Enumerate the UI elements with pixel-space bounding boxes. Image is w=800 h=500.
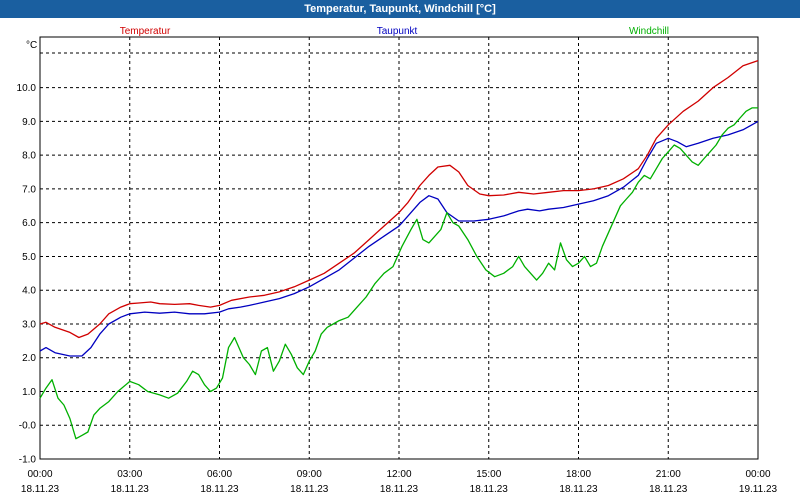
series-line-temperatur bbox=[39, 59, 759, 339]
x-tick-date-label: 18.11.23 bbox=[380, 484, 419, 495]
chart-title: Temperatur, Taupunkt, Windchill [°C] bbox=[0, 0, 800, 18]
x-tick-time-label: 12:00 bbox=[386, 469, 411, 480]
x-tick-date-label: 18.11.23 bbox=[649, 484, 688, 495]
y-tick-label: 10.0 bbox=[17, 83, 37, 94]
x-tick-date-label: 18.11.23 bbox=[470, 484, 509, 495]
x-tick-date-label: 19.11.23 bbox=[739, 484, 778, 495]
legend-taupunkt: Taupunkt bbox=[377, 26, 418, 37]
x-tick-time-label: 09:00 bbox=[297, 469, 322, 480]
x-tick-date-label: 18.11.23 bbox=[111, 484, 150, 495]
y-tick-label: 6.0 bbox=[22, 218, 36, 229]
series-line-taupunkt bbox=[39, 120, 759, 357]
x-tick-time-label: 00:00 bbox=[745, 469, 770, 480]
x-tick-time-label: 21:00 bbox=[656, 469, 681, 480]
legend-temperatur: Temperatur bbox=[120, 26, 171, 37]
y-tick-label: 2.0 bbox=[22, 353, 36, 364]
y-tick-label: -1.0 bbox=[19, 455, 37, 466]
y-tick-label: 5.0 bbox=[22, 252, 36, 263]
x-tick-time-label: 06:00 bbox=[207, 469, 232, 480]
y-tick-label: 8.0 bbox=[22, 151, 36, 162]
x-tick-time-label: 18:00 bbox=[566, 469, 591, 480]
y-tick-label: 9.0 bbox=[22, 117, 36, 128]
y-tick-label: 1.0 bbox=[22, 387, 36, 398]
x-tick-time-label: 15:00 bbox=[476, 469, 501, 480]
x-tick-date-label: 18.11.23 bbox=[290, 484, 329, 495]
y-tick-label: 4.0 bbox=[22, 286, 36, 297]
y-tick-label: 7.0 bbox=[22, 184, 36, 195]
x-tick-date-label: 18.11.23 bbox=[200, 484, 239, 495]
y-axis-unit-label: °C bbox=[26, 40, 37, 51]
x-tick-time-label: 00:00 bbox=[27, 469, 52, 480]
x-tick-date-label: 18.11.23 bbox=[21, 484, 60, 495]
y-tick-label: -0.0 bbox=[19, 421, 37, 432]
plot-area-border bbox=[39, 36, 759, 460]
legend-windchill: Windchill bbox=[629, 26, 669, 37]
series-line-windchill bbox=[39, 107, 758, 440]
x-tick-date-label: 18.11.23 bbox=[559, 484, 598, 495]
x-tick-time-label: 03:00 bbox=[117, 469, 142, 480]
y-tick-label: 3.0 bbox=[22, 319, 36, 330]
